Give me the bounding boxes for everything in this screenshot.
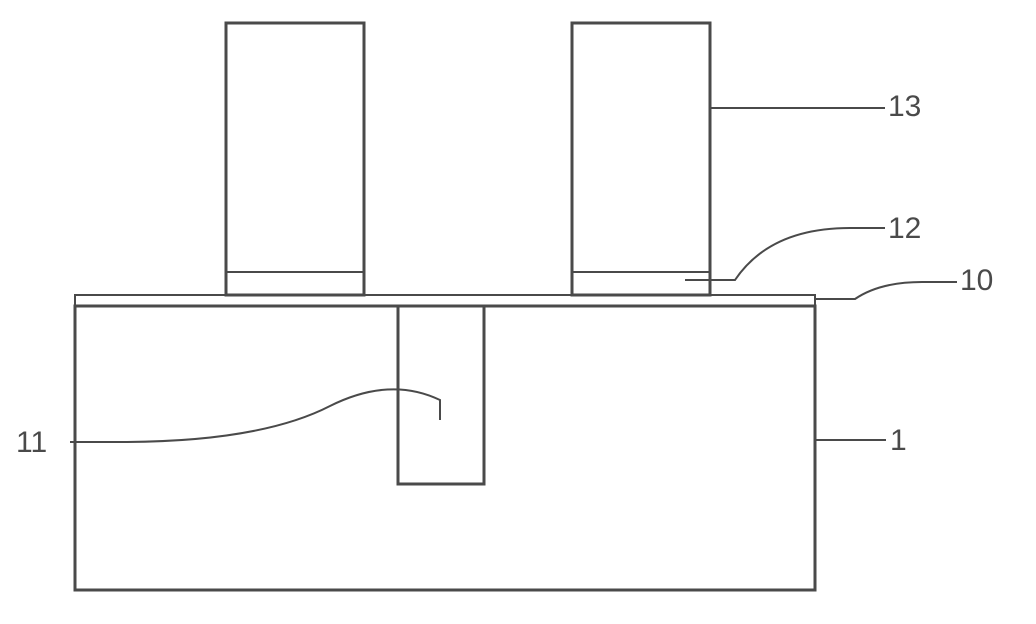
thin-layer xyxy=(75,295,815,306)
base-block xyxy=(75,306,815,590)
label-13: 13 xyxy=(888,90,921,123)
sub-block xyxy=(398,306,484,484)
pillar-right xyxy=(572,23,710,295)
pillar-left xyxy=(226,23,364,295)
label-10: 10 xyxy=(960,264,993,297)
label-11: 11 xyxy=(16,426,47,459)
foot-left xyxy=(226,272,364,295)
label-1: 1 xyxy=(890,424,907,457)
leader-12 xyxy=(685,228,885,280)
foot-right xyxy=(572,272,710,295)
leader-10 xyxy=(815,282,957,299)
diagram-svg: 131210111 xyxy=(0,0,1036,624)
label-12: 12 xyxy=(888,212,921,245)
leader-11 xyxy=(70,389,440,442)
